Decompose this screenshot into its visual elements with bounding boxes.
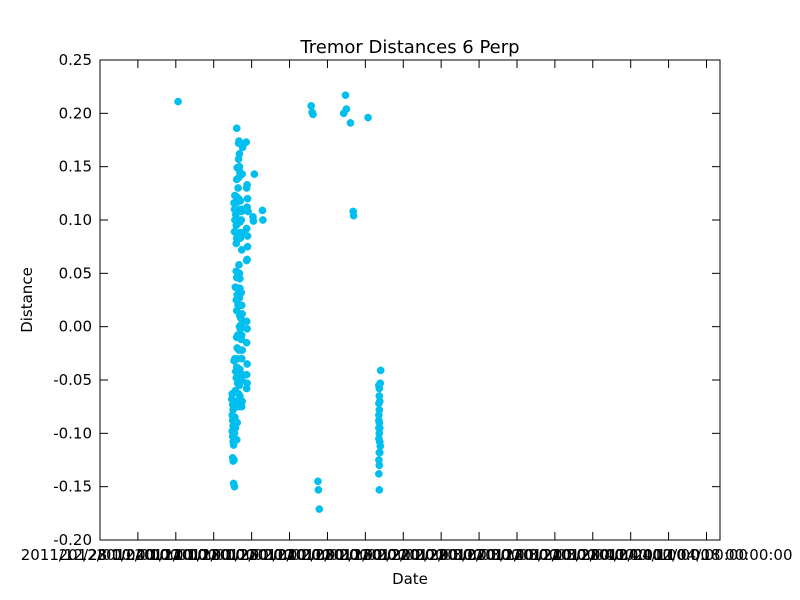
x-tick-label: 2012/02/22 00:00:00 [324, 546, 483, 564]
scatter-point [236, 274, 244, 283]
x-tick-label: 2012/03/21 00:00:00 [476, 546, 635, 564]
x-tick-label: 2012/02/15 00:00:00 [286, 546, 445, 564]
x-tick-label: 2012/04/18 00:00:00 [634, 546, 793, 564]
scatter-point [242, 184, 251, 192]
scatter-point [250, 170, 259, 178]
scatter-point [375, 424, 384, 432]
plot-area [100, 60, 720, 540]
y-tick-label: 0.05 [59, 264, 92, 282]
scatter-point [242, 384, 251, 393]
x-tick-label: 2012/04/11 00:00:00 [589, 546, 748, 564]
scatter-point [230, 456, 238, 464]
scatter-point [315, 505, 324, 513]
scatter-point [243, 324, 251, 333]
scatter-point [244, 207, 252, 216]
scatter-point [375, 416, 383, 425]
x-tick-label: 2012/02/29 00:00:00 [362, 546, 521, 564]
scatter-point [237, 402, 246, 411]
scatter-point [346, 119, 355, 127]
scatter-point [237, 301, 246, 310]
x-tick-label: 2012/03/14 00:00:00 [438, 546, 597, 564]
scatter-point [238, 346, 246, 354]
scatter-point [174, 97, 182, 106]
y-axis: -0.20 -0.15 -0.10 -0.05 0.00 0.05 0.10 0.15 0.20… [53, 51, 720, 549]
scatter-point [242, 317, 251, 326]
scatter-point [237, 246, 246, 254]
y-tick-label: 0.20 [59, 104, 92, 122]
scatter-point [341, 91, 350, 100]
x-tick-label: 2012/03/07 00:00:00 [400, 546, 559, 564]
y-tick-label: 0.15 [59, 158, 92, 176]
scatter-point [234, 155, 243, 164]
scatter-point [233, 418, 242, 427]
scatter-point [309, 110, 317, 119]
scatter-point [242, 256, 251, 265]
scatter-point [375, 448, 384, 457]
x-tick-label: 2012/03/28 00:00:00 [513, 546, 672, 564]
scatter-point [238, 170, 246, 178]
x-tick-label: 2011/12/28 00:00:00 [21, 546, 180, 564]
y-tick-label: 0.00 [59, 318, 92, 336]
scatter-point [242, 370, 251, 379]
scatter-point [230, 482, 239, 491]
x-tick-label: 2012/01/04 00:00:00 [59, 546, 218, 564]
scatter-point [314, 477, 322, 486]
scatter-point [236, 196, 245, 205]
scatter-point [375, 461, 384, 470]
scatter-point [375, 470, 383, 478]
y-tick-label: 0.25 [59, 51, 92, 69]
scatter-point [243, 242, 252, 251]
plot-frame [99, 59, 721, 541]
y-tick-label: -0.05 [53, 371, 92, 389]
scatter-point [232, 435, 241, 444]
scatter-point [314, 486, 323, 494]
scatter-point [259, 216, 267, 224]
scatter-point [237, 354, 246, 363]
x-tick-label: 2012/01/18 00:00:00 [134, 546, 293, 564]
chart-title: Tremor Distances 6 Perp [299, 37, 519, 58]
scatter-point [376, 442, 385, 450]
scatter-point [258, 206, 267, 215]
scatter-point [376, 366, 385, 375]
scatter-point [342, 105, 351, 113]
x-tick-label: 2012/02/01 00:00:00 [210, 546, 369, 564]
x-tick-label: 2012/01/11 00:00:00 [97, 546, 256, 564]
y-tick-label: -0.10 [53, 424, 92, 442]
scatter-point [375, 384, 384, 393]
y-tick-label: 0.10 [59, 211, 92, 229]
x-tick-label: 2012/02/08 00:00:00 [248, 546, 407, 564]
scatter-point [364, 113, 372, 122]
y-axis-label: Distance [18, 267, 36, 333]
scatter-point [242, 224, 251, 233]
scatter-point [232, 124, 241, 133]
scatter-point [375, 486, 384, 494]
scatter-point [242, 338, 251, 347]
scatter-point [242, 138, 251, 146]
scatter-point [238, 143, 247, 152]
x-axis-label: Date [392, 570, 428, 588]
x-tick-label: 2012/04/04 00:00:00 [551, 546, 710, 564]
scatter-point [249, 217, 258, 225]
scatter-point [349, 211, 358, 220]
scatter-point [235, 137, 243, 145]
y-tick-label: -0.15 [53, 478, 92, 496]
scatter-point [234, 184, 242, 192]
scatter-point [243, 232, 252, 240]
y-tick-label: -0.20 [53, 531, 92, 549]
scatter-point [243, 360, 251, 368]
scatter-point [238, 310, 246, 318]
scatter-point [237, 216, 246, 224]
scatter-point [375, 397, 384, 406]
scatter-point [243, 194, 252, 203]
scatter-point [237, 288, 246, 297]
points-layer [174, 91, 385, 513]
scatter-point [235, 260, 243, 269]
x-tick-label: 2012/01/25 00:00:00 [172, 546, 331, 564]
scatter-point [307, 102, 316, 110]
